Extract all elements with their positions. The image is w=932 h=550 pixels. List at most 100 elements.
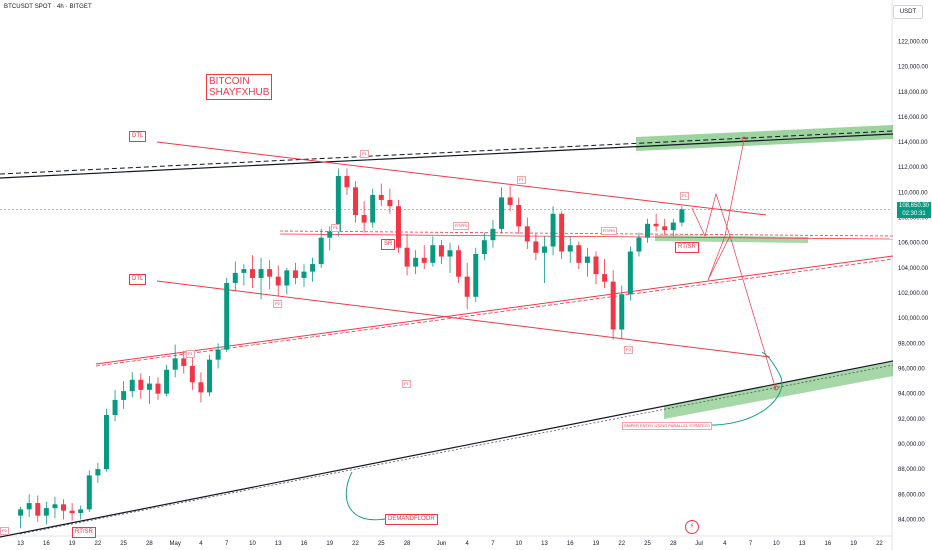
candle <box>438 240 444 265</box>
label-sniper-entry: SNIPER ENTRY USING PARALLEL STRATEGY <box>622 422 713 430</box>
time-tick-label: 10 <box>773 541 780 547</box>
time-axis: 13 16 19 22 25 28 May 4 7 10 13 16 19 22 25 28 Jun 4 7 10 13… <box>17 541 883 547</box>
candle-body <box>524 226 530 242</box>
candle-body <box>249 269 255 278</box>
candle <box>413 250 419 275</box>
candle <box>69 503 75 521</box>
candle-body <box>35 503 41 516</box>
channel-bottom-solid <box>0 360 894 538</box>
green-curve-sniper <box>699 351 783 426</box>
dtl-mid-line <box>156 280 771 358</box>
candle <box>310 257 316 282</box>
candle <box>361 201 367 233</box>
candle-body <box>327 231 333 238</box>
candle-body <box>610 281 616 330</box>
candle-body <box>215 349 221 360</box>
candle <box>95 462 101 483</box>
price-tick-label: 88,000.00 <box>898 467 925 473</box>
candle-body <box>318 237 324 265</box>
candle <box>181 350 187 374</box>
candle-body <box>559 213 565 252</box>
candle-body <box>516 204 522 227</box>
candle <box>541 236 547 283</box>
time-tick-label: 4 <box>466 541 470 547</box>
time-tick-label: 13 <box>799 541 806 547</box>
price-tick-label: 84,000.00 <box>898 517 925 523</box>
time-tick-label: 22 <box>618 541 625 547</box>
candle <box>103 408 109 472</box>
label-demandfloor: DEMANDFLOOR <box>385 514 438 525</box>
time-tick-label: 7 <box>225 541 229 547</box>
channel-bottom-dotted <box>19 364 894 535</box>
candle <box>344 168 350 195</box>
candle-body <box>224 282 230 350</box>
pivot-label: P1 <box>186 350 195 358</box>
green-curve-demandfloor <box>345 471 386 521</box>
candle-body <box>421 257 427 263</box>
candle <box>78 505 84 520</box>
candle-body <box>258 269 264 278</box>
time-tick-label: 16 <box>301 541 308 547</box>
time-tick-label: May <box>170 541 181 547</box>
candle <box>43 501 49 525</box>
price-tick-label: 96,000.00 <box>898 366 925 372</box>
candle-body <box>207 359 213 393</box>
price-tick-label: 94,000.00 <box>898 392 925 398</box>
candle <box>241 264 247 286</box>
label-rt-rs-2: RT/RS <box>601 227 617 235</box>
candle-body <box>576 245 582 263</box>
time-tick-label: 28 <box>670 541 677 547</box>
green-zone-top <box>636 125 893 151</box>
time-tick-label: 25 <box>378 541 385 547</box>
candle-body <box>164 369 170 394</box>
candle-body <box>121 391 127 400</box>
candle-body <box>550 213 556 247</box>
price-tick-label: 112,000.00 <box>898 165 928 171</box>
candle <box>499 187 505 233</box>
price-tick-label: 108,000.00 <box>898 216 929 222</box>
candle <box>490 220 496 248</box>
candle <box>378 183 384 207</box>
candle <box>86 470 92 512</box>
time-tick-label: 7 <box>491 541 495 547</box>
price-tick-label: 120,000.00 <box>898 65 929 71</box>
channel-top-dashed <box>0 130 894 175</box>
candle <box>129 372 135 398</box>
candle <box>267 260 273 290</box>
label-rt-sr-bottom: RT/SR <box>72 527 96 538</box>
candle-body <box>129 379 135 392</box>
candle <box>318 228 324 268</box>
price-tick-label: 98,000.00 <box>898 341 925 347</box>
candle <box>353 181 359 223</box>
candle-body <box>533 241 539 253</box>
candle <box>404 233 410 276</box>
pivot-label: P1 <box>331 224 340 232</box>
pivot-label: P2 <box>0 527 9 535</box>
candle <box>507 186 513 212</box>
candle <box>138 373 144 399</box>
candle-body <box>490 228 496 241</box>
candle-body <box>404 247 410 267</box>
candle <box>464 262 470 310</box>
candle-body <box>541 246 547 253</box>
currency-selector[interactable]: USDT <box>893 5 923 19</box>
time-tick-label: 10 <box>249 541 256 547</box>
candle <box>172 344 178 378</box>
candle-body <box>155 383 161 394</box>
candle <box>670 218 676 237</box>
time-tick-label: 22 <box>352 541 359 547</box>
candle-body <box>567 245 573 252</box>
candle-body <box>52 504 58 509</box>
pivot-label: P1 <box>402 380 411 388</box>
candle-body <box>499 197 505 229</box>
candle <box>473 247 479 302</box>
candle <box>232 261 238 291</box>
candle-body <box>292 270 298 278</box>
projection-down <box>729 235 777 391</box>
sr-line <box>279 233 894 240</box>
candle <box>26 494 32 517</box>
candle <box>559 211 565 260</box>
candle-body <box>670 222 676 231</box>
candle <box>584 247 590 277</box>
